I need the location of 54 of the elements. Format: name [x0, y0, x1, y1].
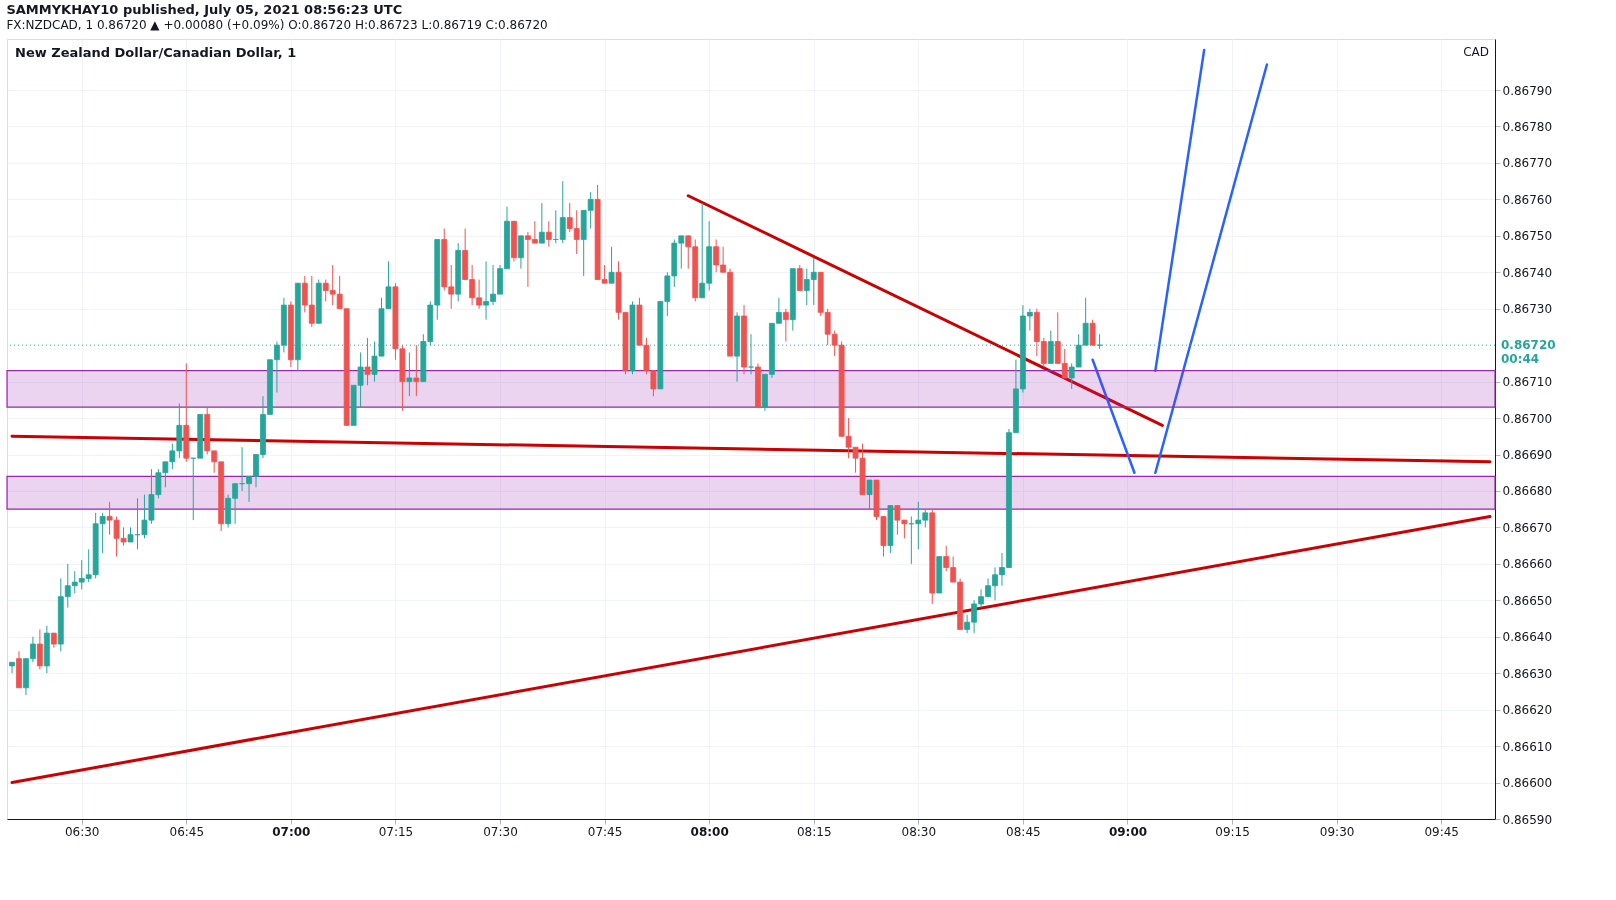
candlestick	[796, 264, 803, 291]
y-tick-label: 0.86640	[1502, 630, 1553, 645]
y-tick-label: 0.86690	[1502, 448, 1553, 463]
y-tick-label: 0.86610	[1502, 739, 1553, 754]
x-tick-label: 06:30	[64, 824, 100, 839]
x-tick-label: 09:30	[1319, 824, 1355, 839]
text: FX:NZDCAD, 1 0.86720 ▲ +0.00080 (+0.09%) O:0.86720 H:0.86723 L:0.86719 C:0.86720	[6, 18, 548, 32]
y-tick-label: 0.86680	[1502, 484, 1553, 499]
y-tick-label: 0.86630	[1502, 666, 1553, 681]
x-tick-label: 06:45	[169, 824, 205, 839]
candlestick	[559, 180, 566, 244]
y-tick-label: 0.86710	[1502, 375, 1553, 390]
candlestick	[545, 220, 552, 248]
y-tick-label: 0.86600	[1502, 776, 1553, 791]
y-tick-label: 0.86670	[1502, 520, 1553, 535]
y-tick-label: 0.86790	[1502, 83, 1553, 98]
y-tick-label: 0.86740	[1502, 265, 1553, 280]
x-tick-label: 08:45	[1006, 824, 1041, 839]
candlestick	[1089, 319, 1096, 346]
y-tick-label: 0.86770	[1502, 156, 1553, 171]
candlestick	[782, 308, 789, 343]
candlestick	[9, 661, 15, 674]
annotation: CAD	[1463, 45, 1489, 59]
x-tick-label: 08:15	[796, 824, 832, 839]
candlestick	[608, 246, 615, 284]
candlestick	[518, 235, 524, 270]
candlestick	[413, 344, 420, 397]
x-tick-label: 09:00	[1108, 824, 1148, 839]
x-tick-label: 07:30	[483, 824, 518, 839]
y-tick-label: 0.86780	[1502, 119, 1553, 134]
x-tick-label: 07:15	[378, 824, 414, 839]
candlestick	[364, 337, 371, 386]
y-tick-label: 0.86590	[1502, 812, 1553, 827]
y-tick-label: 0.86760	[1502, 192, 1553, 207]
y-tick-label: 0.86620	[1502, 703, 1553, 718]
candlestick	[538, 202, 545, 244]
y-tick-label: 0.86660	[1502, 557, 1553, 572]
candlestick	[406, 351, 413, 397]
x-tick-label: 08:00	[690, 824, 729, 839]
x-tick-label: 07:45	[587, 824, 623, 839]
candlestick	[748, 333, 754, 375]
candlestick	[36, 628, 43, 671]
x-tick-label: 07:00	[272, 824, 311, 839]
y-tick-label: 0.86730	[1502, 302, 1553, 317]
x-tick-label: 09:15	[1215, 824, 1250, 839]
candlestick	[866, 479, 873, 510]
x-tick-label: 08:30	[901, 824, 937, 839]
y-tick-label: 0.86700	[1502, 411, 1553, 426]
text: SAMMYKHAY10 published, July 05, 2021 08:56:23 UTC	[6, 2, 403, 17]
y-tick-label: 0.86750	[1502, 229, 1553, 244]
y-tick-label: 0.86650	[1502, 593, 1553, 608]
ref-line-label: 0.86720 00:44	[1501, 338, 1556, 367]
text: New Zealand Dollar/Canadian Dollar, 1	[15, 45, 297, 60]
x-tick-label: 09:45	[1424, 824, 1459, 839]
